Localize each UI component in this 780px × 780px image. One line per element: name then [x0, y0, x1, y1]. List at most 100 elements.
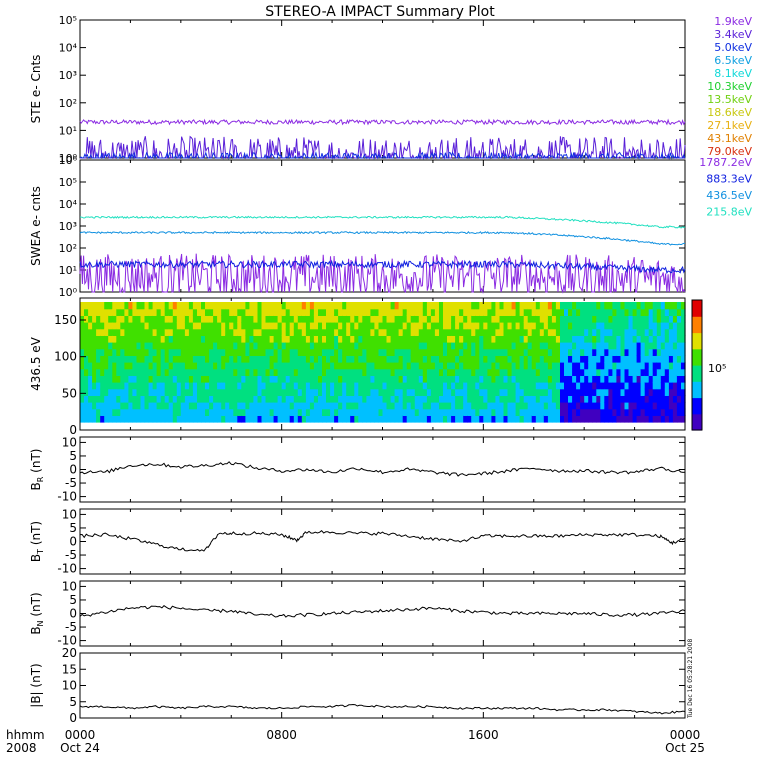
pad-heatmap-cell: [229, 382, 234, 390]
pad-heatmap-cell: [681, 368, 686, 376]
pad-heatmap-cell: [471, 362, 476, 370]
pad-heatmap-cell: [551, 355, 557, 363]
pad-heatmap-cell: [447, 342, 452, 350]
pad-heatmap-cell: [568, 382, 573, 390]
pad-heatmap-cell: [644, 395, 650, 403]
pad-heatmap-cell: [507, 375, 513, 383]
pad-heatmap-cell: [463, 348, 468, 356]
pad-heatmap-cell: [483, 328, 488, 336]
pad-heatmap-cell: [313, 388, 319, 396]
pad-heatmap-cell: [394, 415, 400, 423]
pad-heatmap-cell: [273, 302, 279, 310]
pad-heatmap-cell: [483, 408, 488, 416]
pad-heatmap-cell: [451, 302, 456, 310]
pad-heatmap-cell: [672, 322, 678, 330]
pad-heatmap-cell: [656, 415, 662, 423]
pad-heatmap-cell: [192, 362, 198, 370]
pad-heatmap-cell: [652, 362, 658, 370]
pad-heatmap-cell: [443, 402, 448, 410]
pad-heatmap-cell: [148, 388, 154, 396]
pad-heatmap-cell: [261, 375, 267, 383]
pad-heatmap-cell: [656, 402, 662, 410]
pad-heatmap-cell: [600, 342, 605, 350]
pad-heatmap-cell: [592, 315, 597, 323]
pad-heatmap-cell: [180, 302, 186, 310]
pad-heatmap-cell: [225, 308, 230, 316]
pad-heatmap-cell: [588, 362, 593, 370]
pad-heatmap-cell: [249, 335, 254, 343]
pad-heatmap-cell: [84, 342, 89, 350]
pad-heatmap-cell: [184, 348, 190, 356]
pad-heatmap-cell: [80, 395, 85, 403]
pad-heatmap-cell: [652, 335, 658, 343]
pad-heatmap-cell: [338, 328, 343, 336]
pad-heatmap-cell: [681, 362, 686, 370]
pad-heatmap-cell: [221, 328, 226, 336]
pad-heatmap-cell: [152, 322, 158, 330]
pad-heatmap-cell: [547, 315, 553, 323]
pad-heatmap-cell: [422, 408, 428, 416]
pad-heatmap-cell: [301, 308, 307, 316]
pad-heatmap-cell: [205, 395, 210, 403]
pad-heatmap-cell: [277, 315, 283, 323]
pad-heatmap-cell: [104, 355, 109, 363]
pad-heatmap-cell: [88, 322, 93, 330]
pad-heatmap-cell: [322, 395, 327, 403]
pad-heatmap-cell: [479, 395, 484, 403]
pad-heatmap-cell: [289, 362, 295, 370]
pad-heatmap-cell: [422, 328, 428, 336]
pad-heatmap-cell: [285, 302, 291, 310]
pad-heatmap-cell: [491, 322, 496, 330]
pad-heatmap-cell: [459, 388, 464, 396]
pad-heatmap-cell: [269, 362, 275, 370]
pad-heatmap-cell: [164, 348, 170, 356]
pad-heatmap-cell: [128, 328, 133, 336]
pad-heatmap-cell: [588, 388, 593, 396]
pad-heatmap-cell: [261, 335, 267, 343]
pad-heatmap-cell: [334, 375, 339, 383]
pad-heatmap-cell: [132, 415, 137, 423]
pad-heatmap-cell: [108, 328, 113, 336]
pad-heatmap-cell: [217, 335, 222, 343]
pad-heatmap-cell: [237, 315, 242, 323]
pad-heatmap-cell: [584, 342, 589, 350]
pad-heatmap-cell: [648, 408, 654, 416]
pad-heatmap-cell: [281, 342, 287, 350]
pad-heatmap-cell: [205, 362, 210, 370]
pad-heatmap-cell: [237, 388, 242, 396]
pad-heatmap-cell: [414, 308, 420, 316]
pad-heatmap-cell: [124, 315, 129, 323]
pad-heatmap-cell: [184, 382, 190, 390]
pad-heatmap-cell: [495, 415, 500, 423]
pad-heatmap-cell: [636, 315, 642, 323]
pad-heatmap-cell: [124, 388, 129, 396]
pad-heatmap-cell: [648, 395, 654, 403]
pad-heatmap-cell: [491, 395, 496, 403]
pad-heatmap-cell: [394, 302, 400, 310]
pad-heatmap-cell: [422, 375, 428, 383]
pad-heatmap-cell: [406, 315, 412, 323]
pad-heatmap-cell: [455, 395, 460, 403]
pad-heatmap-cell: [136, 415, 142, 423]
pad-heatmap-cell: [213, 388, 218, 396]
ste-ylabel: STE e- Cnts: [29, 55, 43, 124]
pad-heatmap-cell: [398, 375, 404, 383]
pad-heatmap-cell: [580, 368, 585, 376]
pad-heatmap-cell: [116, 335, 121, 343]
pad-heatmap-cell: [636, 395, 642, 403]
pad-heatmap-cell: [305, 328, 311, 336]
pad-heatmap-cell: [455, 348, 460, 356]
pad-heatmap-cell: [225, 348, 230, 356]
pad-heatmap-cell: [624, 375, 630, 383]
pad-heatmap-cell: [616, 382, 621, 390]
pad-heatmap-cell: [406, 348, 412, 356]
pad-heatmap-cell: [668, 302, 674, 310]
pad-heatmap-cell: [112, 382, 117, 390]
pad-heatmap-cell: [124, 415, 129, 423]
pad-heatmap-cell: [547, 342, 553, 350]
pad-heatmap-cell: [676, 315, 682, 323]
pad-heatmap-cell: [624, 382, 630, 390]
pad-heatmap-cell: [168, 335, 174, 343]
pad-heatmap-cell: [406, 402, 412, 410]
